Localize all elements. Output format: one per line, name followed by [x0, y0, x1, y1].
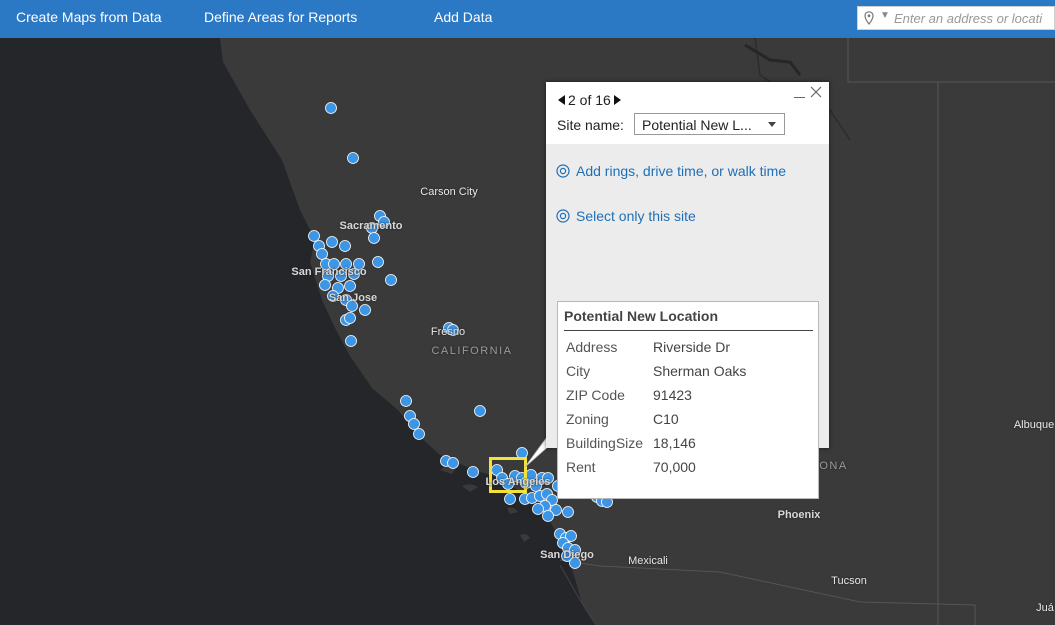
- site-point[interactable]: [561, 550, 573, 562]
- field-key: Address: [566, 339, 618, 355]
- select-only-site-label: Select only this site: [576, 208, 696, 224]
- nav-define-areas[interactable]: Define Areas for Reports: [204, 9, 358, 25]
- next-feature-button[interactable]: [613, 95, 621, 105]
- label-juarez: Juá: [1036, 602, 1054, 614]
- nav-add-data[interactable]: Add Data: [434, 9, 493, 25]
- pager-count: 2 of 16: [568, 92, 611, 108]
- site-point[interactable]: [327, 290, 339, 302]
- site-point[interactable]: [562, 506, 574, 518]
- label-albuquerque: Albuque: [1013, 419, 1055, 431]
- field-key: Zoning: [566, 411, 609, 427]
- field-value: 18,146: [653, 435, 696, 451]
- site-point[interactable]: [344, 312, 356, 324]
- selected-site-highlight[interactable]: [489, 457, 527, 493]
- field-value: C10: [653, 411, 679, 427]
- site-point[interactable]: [372, 256, 384, 268]
- site-point[interactable]: [378, 216, 390, 228]
- rings-icon: [556, 164, 570, 178]
- location-pin-icon[interactable]: [864, 11, 874, 25]
- site-point[interactable]: [569, 557, 581, 569]
- site-point[interactable]: [325, 102, 337, 114]
- label-mexicali: Mexicali: [628, 555, 668, 567]
- address-search: ▼: [857, 6, 1055, 30]
- site-point[interactable]: [502, 478, 514, 490]
- site-info-card: Potential New Location Address Riverside …: [557, 301, 819, 499]
- label-carson-city: Carson City: [420, 186, 478, 198]
- popup-pager: 2 of 16: [558, 92, 621, 108]
- site-points-layer[interactable]: [0, 38, 1055, 625]
- site-point[interactable]: [530, 480, 542, 492]
- site-point[interactable]: [345, 335, 357, 347]
- label-san-jose: San Jose: [328, 292, 378, 304]
- field-value: 91423: [653, 387, 692, 403]
- label-phoenix: Phoenix: [777, 509, 821, 521]
- chevron-down-icon[interactable]: ▼: [880, 10, 890, 21]
- site-point[interactable]: [308, 230, 320, 242]
- field-key: BuildingSize: [566, 435, 644, 451]
- site-point[interactable]: [346, 300, 358, 312]
- site-point[interactable]: [504, 493, 516, 505]
- site-point[interactable]: [569, 544, 581, 556]
- site-point[interactable]: [532, 503, 544, 515]
- site-point[interactable]: [467, 466, 479, 478]
- site-point[interactable]: [368, 232, 380, 244]
- site-point[interactable]: [447, 324, 459, 336]
- site-point[interactable]: [340, 258, 352, 270]
- site-point[interactable]: [316, 248, 328, 260]
- previous-feature-button[interactable]: [558, 95, 565, 105]
- site-point[interactable]: [344, 280, 356, 292]
- close-icon[interactable]: [809, 85, 823, 99]
- site-point[interactable]: [319, 279, 331, 291]
- field-key: City: [566, 363, 591, 379]
- site-point[interactable]: [400, 395, 412, 407]
- site-point[interactable]: [348, 268, 360, 280]
- top-toolbar: Create Maps from Data Define Areas for R…: [0, 0, 1055, 38]
- site-point[interactable]: [447, 457, 459, 469]
- label-fresno: Fresno: [430, 326, 466, 338]
- site-point[interactable]: [385, 274, 397, 286]
- field-key: ZIP Code: [566, 387, 625, 403]
- field-key: Rent: [566, 459, 596, 475]
- add-rings-button[interactable]: Add rings, drive time, or walk time: [556, 163, 786, 179]
- label-sacramento: Sacramento: [339, 220, 403, 232]
- site-point[interactable]: [339, 240, 351, 252]
- site-point[interactable]: [542, 510, 554, 522]
- minimize-icon[interactable]: [794, 88, 805, 98]
- field-value: Riverside Dr: [653, 339, 731, 355]
- site-point[interactable]: [328, 258, 340, 270]
- site-point[interactable]: [550, 504, 562, 516]
- site-point[interactable]: [565, 530, 577, 542]
- search-input[interactable]: [894, 9, 1054, 27]
- label-san-diego: San Diego: [540, 549, 594, 561]
- site-point[interactable]: [408, 418, 420, 430]
- site-point[interactable]: [326, 236, 338, 248]
- site-point[interactable]: [347, 152, 359, 164]
- label-los-angeles: Los Angeles: [485, 476, 551, 488]
- info-divider: [564, 330, 813, 331]
- site-point[interactable]: [335, 270, 347, 282]
- site-popup: 2 of 16 Site name: Potential New L... Ad…: [546, 82, 829, 499]
- info-title: Potential New Location: [564, 308, 719, 324]
- site-point[interactable]: [353, 258, 365, 270]
- popup-actions-panel: Add rings, drive time, or walk time Sele…: [546, 144, 829, 499]
- add-rings-label: Add rings, drive time, or walk time: [576, 163, 787, 179]
- label-california: CALIFORNIA: [431, 345, 513, 357]
- select-only-site-button[interactable]: Select only this site: [556, 208, 696, 224]
- chevron-down-icon: [768, 122, 776, 127]
- label-san-francisco: San Francisco: [291, 266, 367, 278]
- map-view[interactable]: Carson City Sacramento San Francisco San…: [0, 38, 1055, 625]
- site-point[interactable]: [413, 428, 425, 440]
- site-point[interactable]: [542, 472, 554, 484]
- site-name-value: Potential New L...: [642, 117, 752, 133]
- site-point[interactable]: [359, 304, 371, 316]
- basemap: [0, 38, 1055, 625]
- nav-create-maps[interactable]: Create Maps from Data: [16, 9, 162, 25]
- site-point[interactable]: [474, 405, 486, 417]
- field-value: Sherman Oaks: [653, 363, 747, 379]
- site-name-select[interactable]: Potential New L...: [634, 113, 785, 135]
- label-tucson: Tucson: [831, 575, 867, 587]
- target-icon: [556, 209, 570, 223]
- site-name-label: Site name:: [557, 117, 624, 133]
- field-value: 70,000: [653, 459, 696, 475]
